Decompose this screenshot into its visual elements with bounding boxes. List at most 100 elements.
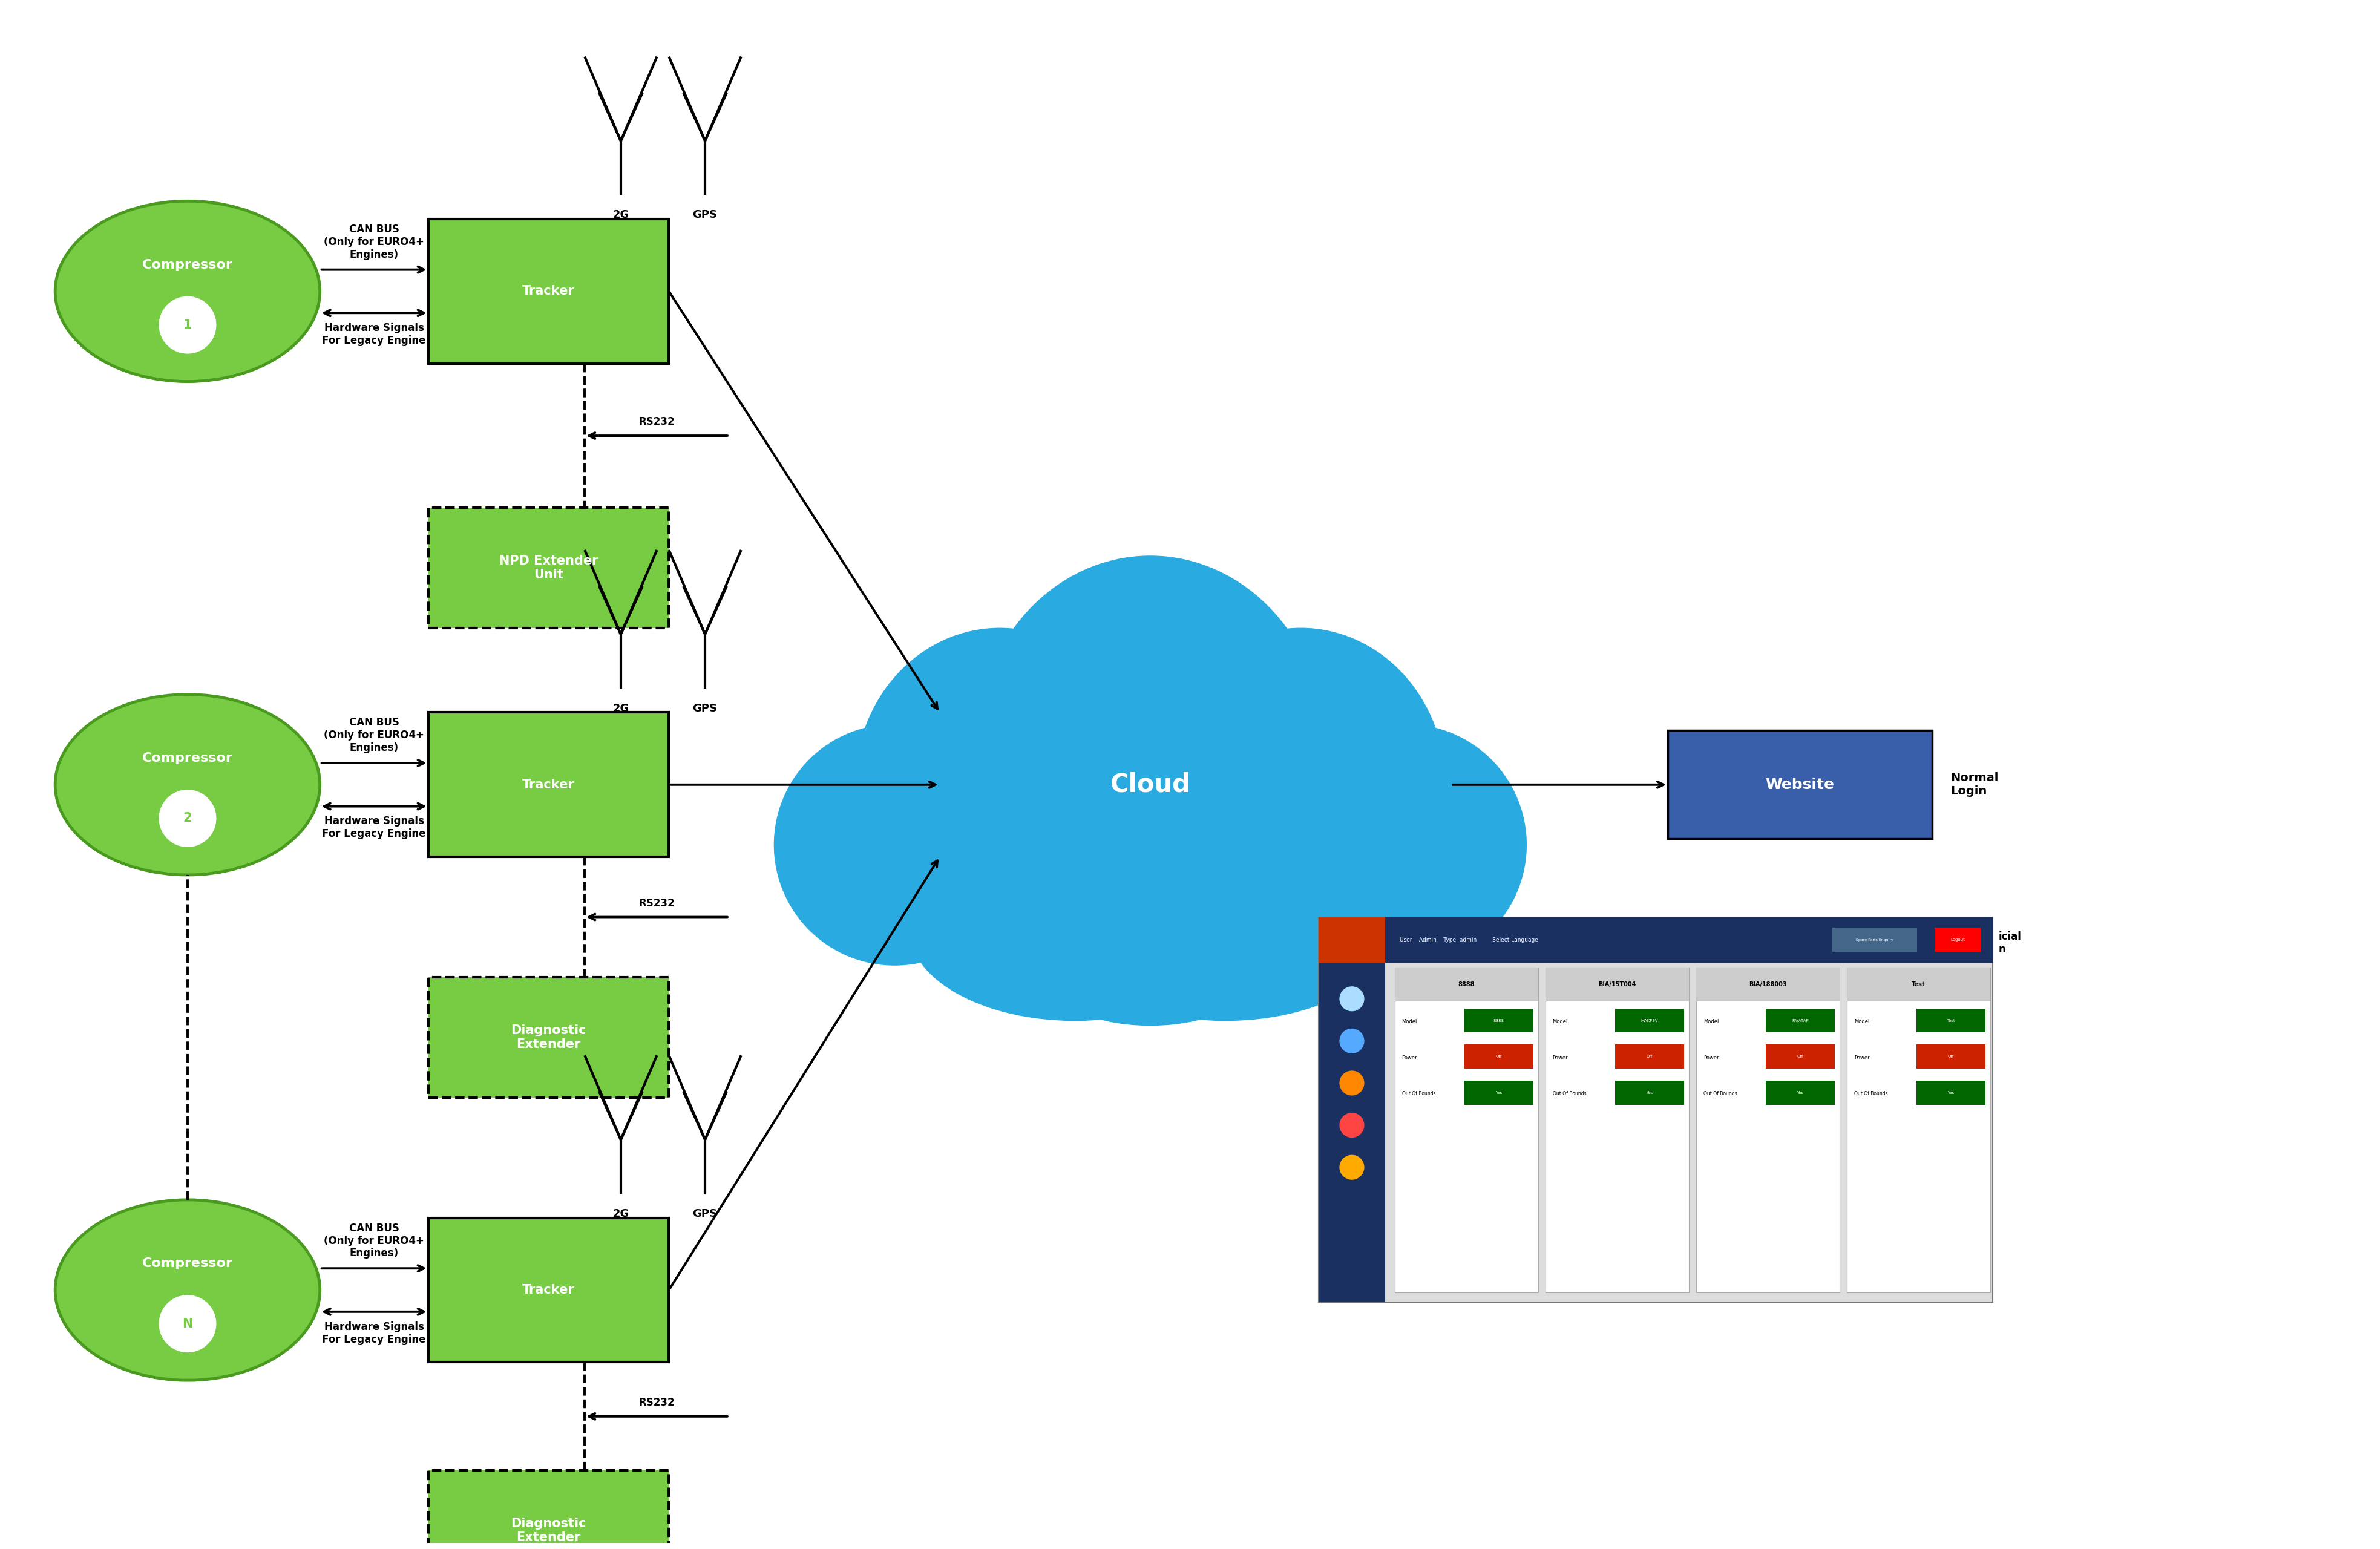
Text: Tracker: Tracker bbox=[521, 285, 576, 297]
Text: Spare Parts Enquiry: Spare Parts Enquiry bbox=[1856, 939, 1894, 942]
FancyBboxPatch shape bbox=[1668, 731, 1933, 840]
Text: GPS: GPS bbox=[693, 1208, 716, 1219]
Text: Power: Power bbox=[1854, 1055, 1868, 1061]
Text: Power: Power bbox=[1704, 1055, 1718, 1061]
Text: 8888: 8888 bbox=[1492, 1019, 1504, 1022]
FancyBboxPatch shape bbox=[1766, 1044, 1835, 1069]
Text: Diagnostic
Extender: Diagnostic Extender bbox=[512, 1518, 585, 1544]
Ellipse shape bbox=[976, 556, 1326, 942]
Ellipse shape bbox=[774, 725, 1014, 965]
FancyBboxPatch shape bbox=[428, 218, 669, 364]
Text: Normal
Login: Normal Login bbox=[1952, 773, 1999, 798]
FancyBboxPatch shape bbox=[428, 713, 669, 857]
Ellipse shape bbox=[854, 629, 1145, 942]
Circle shape bbox=[1340, 1156, 1364, 1179]
Text: Hardware Signals
For Legacy Engine: Hardware Signals For Legacy Engine bbox=[321, 322, 426, 345]
FancyBboxPatch shape bbox=[1545, 968, 1690, 1001]
Text: 2G: 2G bbox=[612, 209, 628, 220]
FancyBboxPatch shape bbox=[1847, 968, 1990, 1292]
FancyBboxPatch shape bbox=[428, 1470, 669, 1549]
Text: Logout: Logout bbox=[1952, 939, 1966, 942]
Text: RS232: RS232 bbox=[638, 898, 676, 909]
FancyBboxPatch shape bbox=[1464, 1044, 1533, 1069]
Text: Yes: Yes bbox=[1797, 1090, 1804, 1095]
Text: Out Of Bounds: Out Of Bounds bbox=[1402, 1090, 1435, 1097]
FancyBboxPatch shape bbox=[1464, 1081, 1533, 1104]
Ellipse shape bbox=[55, 201, 319, 381]
Text: Model: Model bbox=[1704, 1019, 1718, 1024]
Text: CAN BUS
(Only for EURO4+
Engines): CAN BUS (Only for EURO4+ Engines) bbox=[324, 1222, 424, 1259]
FancyBboxPatch shape bbox=[1847, 968, 1990, 1001]
FancyBboxPatch shape bbox=[1616, 1081, 1685, 1104]
Text: Hardware Signals
For Legacy Engine: Hardware Signals For Legacy Engine bbox=[321, 816, 426, 840]
Text: Off: Off bbox=[1947, 1055, 1954, 1058]
FancyBboxPatch shape bbox=[1697, 968, 1840, 1292]
FancyBboxPatch shape bbox=[1916, 1008, 1985, 1033]
FancyBboxPatch shape bbox=[1464, 1008, 1533, 1033]
Ellipse shape bbox=[159, 1297, 214, 1351]
Text: RS232: RS232 bbox=[638, 1397, 676, 1408]
Text: Model: Model bbox=[1402, 1019, 1416, 1024]
FancyBboxPatch shape bbox=[1395, 968, 1537, 1292]
Text: CAN BUS
(Only for EURO4+
Engines): CAN BUS (Only for EURO4+ Engines) bbox=[324, 225, 424, 260]
FancyBboxPatch shape bbox=[1319, 917, 1385, 963]
Text: Power: Power bbox=[1402, 1055, 1418, 1061]
Text: Model: Model bbox=[1552, 1019, 1568, 1024]
Text: Off: Off bbox=[1647, 1055, 1652, 1058]
Text: 8888: 8888 bbox=[1459, 982, 1476, 987]
FancyBboxPatch shape bbox=[1319, 917, 1992, 1303]
Text: Tracker: Tracker bbox=[521, 1284, 576, 1297]
Text: Model: Model bbox=[1854, 1019, 1868, 1024]
Text: icial
n: icial n bbox=[1999, 931, 2021, 954]
Text: Power: Power bbox=[1552, 1055, 1568, 1061]
Text: CAN BUS
(Only for EURO4+
Engines): CAN BUS (Only for EURO4+ Engines) bbox=[324, 717, 424, 753]
Ellipse shape bbox=[909, 838, 1240, 1021]
Text: 2G: 2G bbox=[612, 703, 628, 714]
Ellipse shape bbox=[1059, 838, 1390, 1021]
Text: Test: Test bbox=[1947, 1019, 1954, 1022]
Text: Diagnostic
Extender: Diagnostic Extender bbox=[512, 1024, 585, 1050]
Text: GPS: GPS bbox=[693, 209, 716, 220]
FancyBboxPatch shape bbox=[1545, 968, 1690, 1292]
Text: Cloud: Cloud bbox=[1109, 771, 1190, 798]
FancyBboxPatch shape bbox=[428, 508, 669, 629]
Text: Website: Website bbox=[1766, 778, 1835, 792]
Text: N: N bbox=[183, 1318, 193, 1329]
Text: Compressor: Compressor bbox=[143, 753, 233, 764]
FancyBboxPatch shape bbox=[1319, 917, 1992, 963]
FancyBboxPatch shape bbox=[1319, 917, 1385, 1303]
Circle shape bbox=[1340, 1070, 1364, 1095]
FancyBboxPatch shape bbox=[1833, 928, 1916, 953]
Text: Out Of Bounds: Out Of Bounds bbox=[1854, 1090, 1887, 1097]
Text: NPD Extender
Unit: NPD Extender Unit bbox=[500, 555, 597, 581]
Text: Yes: Yes bbox=[1495, 1090, 1502, 1095]
Text: Compressor: Compressor bbox=[143, 1258, 233, 1270]
Text: RS232: RS232 bbox=[638, 417, 676, 428]
Text: Out Of Bounds: Out Of Bounds bbox=[1552, 1090, 1585, 1097]
Text: 2G: 2G bbox=[612, 1208, 628, 1219]
Ellipse shape bbox=[55, 1200, 319, 1380]
Text: Hardware Signals
For Legacy Engine: Hardware Signals For Legacy Engine bbox=[321, 1321, 426, 1345]
FancyBboxPatch shape bbox=[1697, 968, 1840, 1001]
Ellipse shape bbox=[55, 694, 319, 875]
Ellipse shape bbox=[1157, 629, 1445, 942]
FancyBboxPatch shape bbox=[1766, 1081, 1835, 1104]
Circle shape bbox=[1340, 1029, 1364, 1053]
Text: Yes: Yes bbox=[1947, 1090, 1954, 1095]
Ellipse shape bbox=[159, 790, 214, 846]
Text: MAKF9V: MAKF9V bbox=[1640, 1019, 1659, 1022]
Ellipse shape bbox=[1285, 725, 1526, 965]
Text: BIA/188003: BIA/188003 bbox=[1749, 982, 1787, 987]
Text: Yes: Yes bbox=[1647, 1090, 1654, 1095]
FancyBboxPatch shape bbox=[1766, 1008, 1835, 1033]
Text: 1: 1 bbox=[183, 319, 193, 331]
FancyBboxPatch shape bbox=[1916, 1081, 1985, 1104]
FancyBboxPatch shape bbox=[1616, 1044, 1685, 1069]
Circle shape bbox=[1340, 987, 1364, 1011]
Text: GPS: GPS bbox=[693, 703, 716, 714]
Text: Out Of Bounds: Out Of Bounds bbox=[1704, 1090, 1737, 1097]
FancyBboxPatch shape bbox=[1916, 1044, 1985, 1069]
Text: User    Admin    Type  admin         Select Language: User Admin Type admin Select Language bbox=[1399, 937, 1537, 943]
Text: 2: 2 bbox=[183, 812, 193, 824]
Ellipse shape bbox=[1031, 891, 1271, 1025]
